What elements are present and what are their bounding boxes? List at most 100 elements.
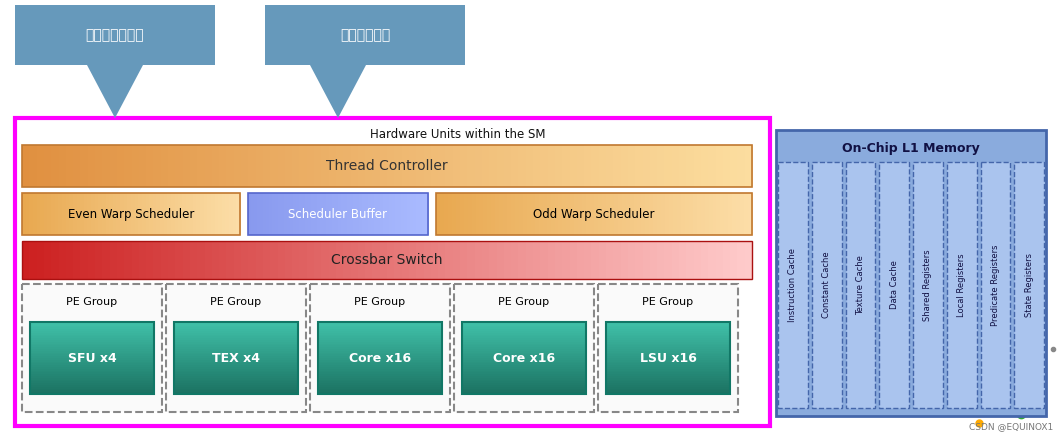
Bar xyxy=(657,145,664,187)
Bar xyxy=(380,241,387,279)
Bar xyxy=(189,145,198,187)
Bar xyxy=(468,193,472,235)
Bar xyxy=(518,241,526,279)
Bar xyxy=(146,145,153,187)
Bar xyxy=(569,241,578,279)
Bar xyxy=(116,193,121,235)
Bar xyxy=(408,145,417,187)
Bar xyxy=(606,329,730,331)
Bar xyxy=(318,376,442,378)
Bar xyxy=(88,193,92,235)
Bar xyxy=(504,193,508,235)
Bar xyxy=(689,193,693,235)
Bar xyxy=(350,193,353,235)
Bar xyxy=(174,382,298,384)
Bar xyxy=(30,390,154,393)
Bar xyxy=(55,193,59,235)
Bar xyxy=(677,193,681,235)
Bar xyxy=(350,145,359,187)
Bar xyxy=(566,193,571,235)
Bar xyxy=(609,193,615,235)
Bar xyxy=(511,145,518,187)
Bar xyxy=(270,145,278,187)
Bar xyxy=(285,241,293,279)
Bar xyxy=(174,372,298,375)
Bar xyxy=(606,193,610,235)
Bar xyxy=(665,193,670,235)
Bar xyxy=(606,388,730,391)
Bar xyxy=(622,193,626,235)
Bar xyxy=(584,145,591,187)
Bar xyxy=(511,193,515,235)
Bar xyxy=(715,145,724,187)
Bar xyxy=(318,363,442,366)
Bar xyxy=(462,382,586,384)
Bar xyxy=(621,241,628,279)
Bar xyxy=(58,193,62,235)
Bar xyxy=(372,241,380,279)
Bar xyxy=(687,145,694,187)
Bar xyxy=(204,241,213,279)
Bar xyxy=(748,193,752,235)
Bar xyxy=(489,145,497,187)
Bar xyxy=(606,347,730,350)
Bar xyxy=(234,145,241,187)
Bar xyxy=(504,145,512,187)
Bar xyxy=(174,322,298,394)
Bar xyxy=(174,376,298,378)
Bar xyxy=(305,193,309,235)
Text: SFU x4: SFU x4 xyxy=(68,351,116,364)
Bar xyxy=(527,193,531,235)
Bar xyxy=(599,145,606,187)
Bar xyxy=(472,193,476,235)
Bar xyxy=(657,241,664,279)
Bar xyxy=(30,387,154,389)
Bar xyxy=(606,340,730,342)
Bar xyxy=(318,353,442,355)
Bar xyxy=(30,371,154,373)
Bar xyxy=(256,145,263,187)
Bar xyxy=(58,241,67,279)
Bar xyxy=(634,193,638,235)
Bar xyxy=(318,388,442,391)
Bar xyxy=(174,380,298,382)
Bar xyxy=(189,193,194,235)
Bar xyxy=(287,193,291,235)
Bar xyxy=(182,193,186,235)
Bar xyxy=(15,118,770,426)
Bar xyxy=(30,340,154,342)
Bar xyxy=(318,356,442,358)
Bar xyxy=(299,193,303,235)
Bar xyxy=(51,241,59,279)
Text: 存任务的单元: 存任务的单元 xyxy=(340,28,390,42)
Bar xyxy=(591,145,599,187)
Bar xyxy=(318,322,442,394)
Bar xyxy=(563,193,567,235)
Bar xyxy=(174,367,298,369)
Bar xyxy=(569,145,578,187)
Bar xyxy=(263,193,267,235)
Bar xyxy=(174,361,298,364)
Bar xyxy=(30,331,154,333)
Bar xyxy=(700,193,705,235)
Bar xyxy=(178,193,182,235)
Bar xyxy=(462,322,586,324)
Bar xyxy=(254,193,257,235)
Bar xyxy=(737,145,745,187)
Bar xyxy=(318,371,442,373)
Bar xyxy=(332,193,335,235)
Bar xyxy=(462,390,586,393)
Bar xyxy=(981,162,1010,408)
Bar xyxy=(438,145,445,187)
Bar xyxy=(95,241,103,279)
Polygon shape xyxy=(310,65,366,118)
Bar xyxy=(318,338,442,341)
Bar xyxy=(30,193,34,235)
Bar xyxy=(109,193,113,235)
Bar xyxy=(606,345,730,347)
Text: Odd Warp Scheduler: Odd Warp Scheduler xyxy=(533,208,655,221)
Bar xyxy=(462,324,586,326)
Bar xyxy=(248,193,428,235)
Bar xyxy=(212,145,220,187)
Bar xyxy=(460,241,468,279)
